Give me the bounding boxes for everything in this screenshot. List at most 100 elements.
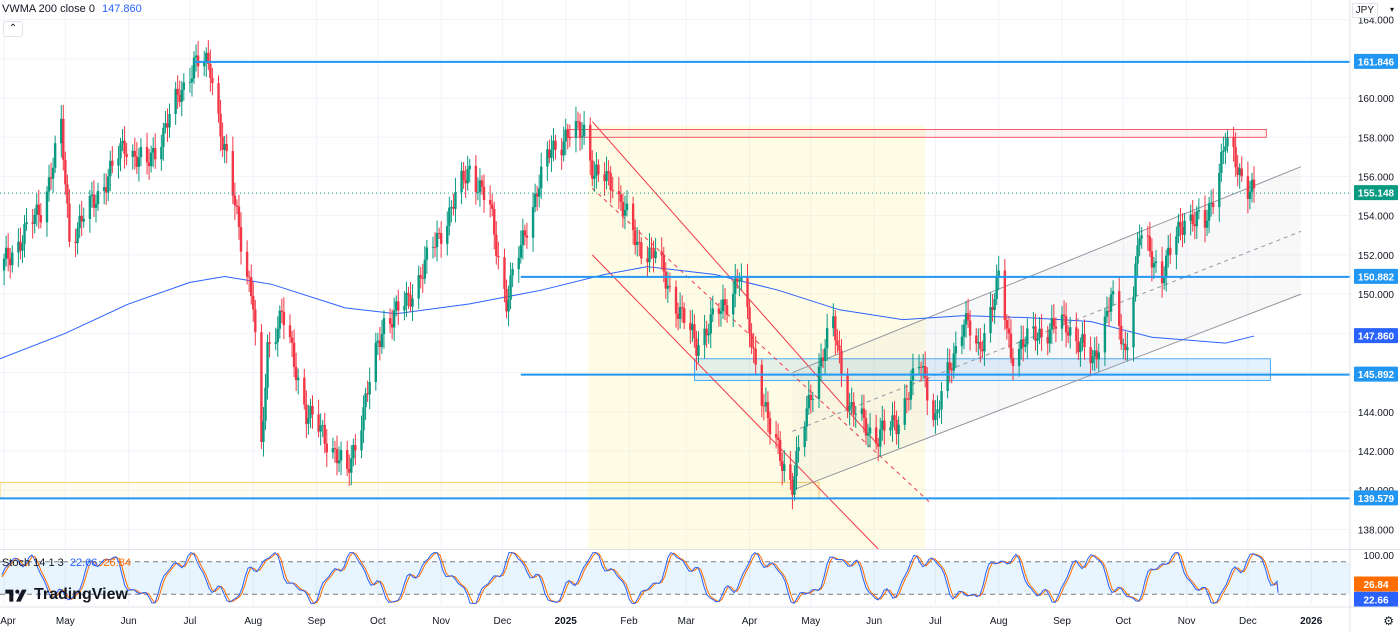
candle-body bbox=[540, 166, 543, 189]
candle-body bbox=[695, 338, 698, 356]
tradingview-logo[interactable]: TradingView bbox=[4, 586, 128, 604]
candle-body bbox=[1024, 344, 1027, 347]
candle-body bbox=[932, 400, 935, 421]
candle-body bbox=[239, 226, 243, 252]
candle-body bbox=[795, 451, 798, 477]
candle-body bbox=[1162, 277, 1166, 284]
level-price-badge-text: 145.892 bbox=[1358, 370, 1395, 381]
currency-button[interactable]: JPY bbox=[1351, 3, 1378, 18]
candle-body bbox=[1118, 291, 1121, 326]
candle-body bbox=[1205, 220, 1209, 228]
candle-body bbox=[121, 140, 124, 144]
candle-body bbox=[6, 247, 10, 259]
stoch-legend[interactable]: Stoch 14 1 3 22.66 26.84 bbox=[2, 557, 131, 569]
candle-body bbox=[331, 448, 335, 453]
candle-body bbox=[296, 377, 300, 381]
collapse-legend-button[interactable]: ⌃ bbox=[3, 21, 23, 37]
time-tick-label: Dec bbox=[1239, 616, 1257, 627]
candle-body bbox=[1093, 350, 1096, 357]
candle-body bbox=[703, 328, 706, 346]
candle-body bbox=[1132, 296, 1135, 348]
candle-body bbox=[364, 393, 367, 408]
candle-body bbox=[188, 82, 192, 84]
candle-body bbox=[1107, 310, 1111, 312]
candle-body bbox=[1252, 179, 1256, 189]
zone-yellow bbox=[0, 481, 820, 499]
candle-body bbox=[80, 215, 83, 222]
vwma-legend[interactable]: VWMA 200 close 0 147.860 bbox=[2, 3, 142, 15]
candle-body bbox=[491, 204, 494, 209]
candle-body bbox=[1122, 343, 1125, 345]
candle-body bbox=[60, 118, 63, 144]
candle-body bbox=[274, 342, 277, 344]
candle-body bbox=[625, 203, 629, 210]
candle-body bbox=[793, 476, 796, 495]
candle-body bbox=[488, 200, 492, 205]
candle-body bbox=[182, 82, 186, 90]
candle-body bbox=[650, 247, 653, 249]
time-tick-label: 2026 bbox=[1300, 616, 1323, 627]
candle-body bbox=[934, 413, 937, 421]
candle-body bbox=[595, 164, 598, 176]
candle-body bbox=[766, 402, 770, 419]
candle-body bbox=[546, 149, 549, 167]
candle-body bbox=[378, 340, 382, 347]
candle-body bbox=[123, 140, 126, 154]
candle-body bbox=[37, 204, 41, 215]
candle-body bbox=[1195, 211, 1199, 227]
candle-body bbox=[382, 318, 386, 335]
time-tick-label: May bbox=[56, 616, 75, 627]
candle-body bbox=[1032, 326, 1035, 329]
candle-body bbox=[811, 399, 815, 401]
candle-body bbox=[497, 255, 500, 258]
candle-body bbox=[452, 206, 455, 209]
stoch-k-badge-text: 22.66 bbox=[1363, 595, 1388, 606]
candle-body bbox=[825, 328, 829, 349]
candle-body bbox=[307, 418, 310, 424]
candle-body bbox=[589, 124, 592, 161]
candle-body bbox=[836, 340, 839, 346]
time-tick-label: Jul bbox=[929, 616, 942, 627]
candle-body bbox=[1095, 350, 1098, 360]
tradingview-logo-text: TradingView bbox=[34, 586, 128, 603]
candle-body bbox=[247, 276, 251, 278]
candle-body bbox=[423, 259, 427, 279]
level-price-badge-bg bbox=[1354, 268, 1398, 284]
candle-body bbox=[1022, 339, 1025, 347]
level-price-badge: 139.579 bbox=[1354, 490, 1398, 506]
candle-body bbox=[66, 184, 69, 204]
last-price-badge: 155.148 bbox=[1354, 185, 1398, 201]
candle-body bbox=[832, 316, 835, 329]
candle-body bbox=[1238, 168, 1241, 175]
candle-body bbox=[92, 194, 96, 208]
candle-body bbox=[176, 88, 179, 95]
candle-body bbox=[339, 450, 343, 461]
price-tick-label: 152.000 bbox=[1358, 251, 1395, 262]
candle-body bbox=[11, 252, 14, 266]
candle-body bbox=[51, 167, 55, 179]
candle-body bbox=[250, 277, 253, 297]
candle-body bbox=[252, 296, 255, 310]
candle-body bbox=[1034, 326, 1037, 341]
candle-body bbox=[1097, 352, 1100, 360]
candle-body bbox=[917, 366, 921, 369]
candle-body bbox=[525, 235, 529, 238]
candle-body bbox=[654, 251, 657, 259]
candle-body bbox=[419, 275, 422, 278]
candle-body bbox=[989, 307, 992, 334]
candle-body bbox=[1209, 202, 1213, 204]
candle-body bbox=[82, 218, 85, 222]
candle-body bbox=[1009, 333, 1013, 359]
candle-body bbox=[292, 342, 296, 367]
candle-body bbox=[1068, 327, 1072, 336]
gear-icon[interactable]: ⚙ bbox=[1383, 614, 1394, 628]
candle-body bbox=[860, 408, 864, 415]
time-tick-label: Feb bbox=[620, 616, 638, 627]
level-price-badge-text: 150.882 bbox=[1358, 272, 1395, 283]
time-tick-label: Nov bbox=[1178, 616, 1196, 627]
chevron-down-icon[interactable]: ▾ bbox=[1389, 5, 1394, 14]
candle-body bbox=[950, 369, 953, 371]
candle-body bbox=[840, 350, 843, 374]
